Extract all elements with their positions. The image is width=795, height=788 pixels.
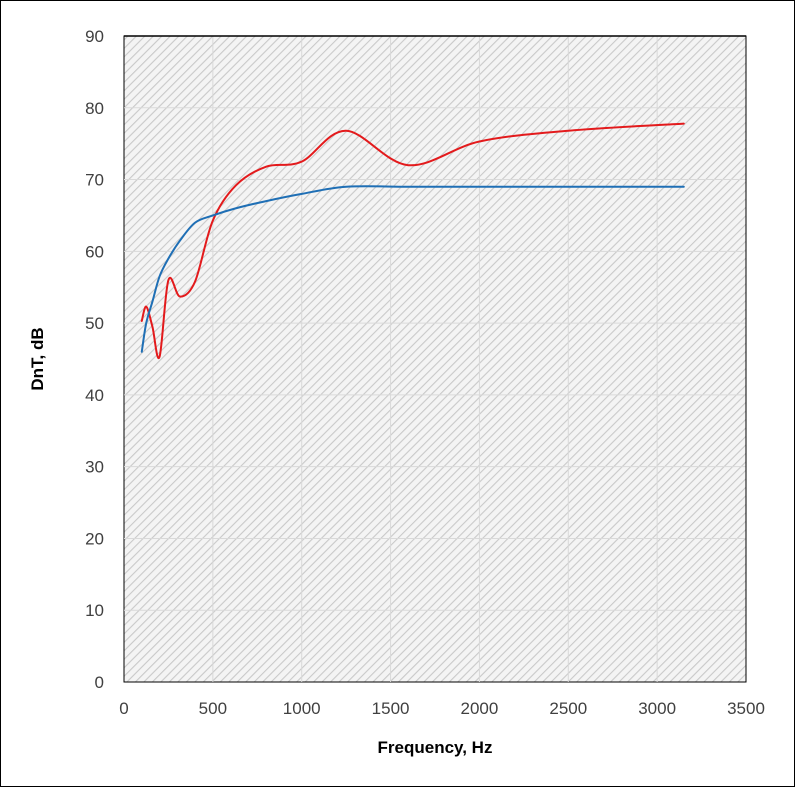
x-tick-label: 2000 <box>461 699 499 718</box>
y-tick-label: 50 <box>85 314 104 333</box>
y-tick-label: 80 <box>85 99 104 118</box>
y-tick-label: 60 <box>85 242 104 261</box>
y-axis-title: DnT, dB <box>28 327 47 390</box>
y-tick-label: 10 <box>85 601 104 620</box>
x-tick-label: 0 <box>119 699 128 718</box>
x-tick-label: 3500 <box>727 699 765 718</box>
x-tick-label: 1000 <box>283 699 321 718</box>
series-line-1 <box>140 122 685 360</box>
y-tick-label: 40 <box>85 386 104 405</box>
series-line-2 <box>140 185 685 353</box>
y-tick-label: 30 <box>85 458 104 477</box>
y-tick-label: 90 <box>85 27 104 46</box>
x-tick-label: 500 <box>199 699 227 718</box>
x-tick-label: 2500 <box>549 699 587 718</box>
y-tick-label: 70 <box>85 171 104 190</box>
y-tick-label: 20 <box>85 529 104 548</box>
x-tick-label: 1500 <box>372 699 410 718</box>
y-tick-label: 0 <box>95 673 104 692</box>
x-tick-label: 3000 <box>638 699 676 718</box>
plot-area <box>123 35 747 683</box>
x-axis-title: Frequency, Hz <box>378 738 493 757</box>
